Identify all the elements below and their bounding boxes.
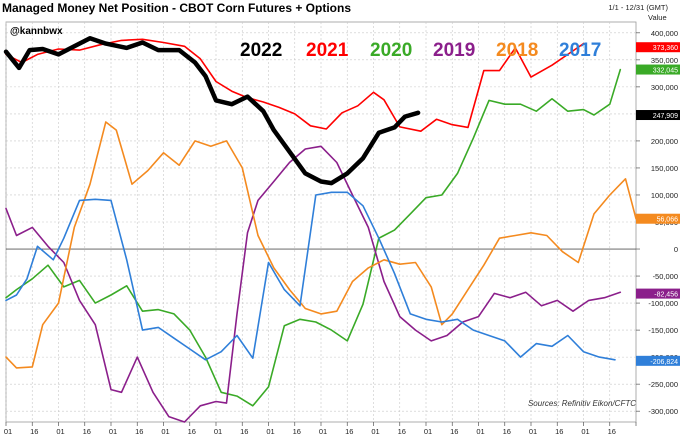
end-value-tags: 247,909 373,360 332,045 -82,456 56,066 -206,8… bbox=[636, 42, 680, 366]
series-lines bbox=[3, 35, 637, 423]
x-tick-label: 16 bbox=[30, 427, 38, 436]
x-tick-label: 01 bbox=[266, 427, 274, 436]
y-tick-label: -250,000 bbox=[648, 380, 678, 389]
value-axis-label: Value bbox=[648, 13, 667, 22]
x-tick-label: 16 bbox=[135, 427, 143, 436]
x-tick-label: 16 bbox=[503, 427, 511, 436]
y-tick-label: 400,000 bbox=[651, 29, 678, 38]
x-tick-label: 01 bbox=[319, 427, 327, 436]
end-tag-label-2019: -82,456 bbox=[654, 292, 678, 299]
x-tick-label: 01 bbox=[4, 427, 12, 436]
x-tick-label: 01 bbox=[476, 427, 484, 436]
series-line-2017 bbox=[5, 191, 616, 361]
end-tag-2022 bbox=[636, 110, 680, 121]
x-tick-label: 16 bbox=[83, 427, 91, 436]
end-tag-2019 bbox=[636, 288, 680, 299]
x-tick-label: 16 bbox=[293, 427, 301, 436]
end-tag-2018 bbox=[636, 213, 680, 224]
end-tag-label-2020: 332,045 bbox=[653, 68, 678, 75]
end-tag-label-2017: -206,824 bbox=[650, 359, 678, 366]
y-tick-label: 150,000 bbox=[651, 164, 678, 173]
source-note: Sources: Refinitiv Eikon/CFTC bbox=[528, 399, 636, 408]
series-line-2021 bbox=[5, 38, 585, 132]
legend-item-2020: 2020 bbox=[370, 40, 412, 61]
series-line-2022 bbox=[3, 35, 421, 186]
x-tick-label: 01 bbox=[214, 427, 222, 436]
y-tick-label: -150,000 bbox=[648, 326, 678, 335]
x-tick-label: 01 bbox=[56, 427, 64, 436]
end-tag-2017 bbox=[636, 355, 680, 366]
x-tick-label: 16 bbox=[188, 427, 196, 436]
x-tick-label: 01 bbox=[371, 427, 379, 436]
legend-item-2018: 2018 bbox=[496, 40, 538, 61]
x-tick-label: 16 bbox=[555, 427, 563, 436]
x-tick-label: 01 bbox=[581, 427, 589, 436]
legend-item-2017: 2017 bbox=[559, 40, 601, 61]
x-tick-label: 16 bbox=[345, 427, 353, 436]
y-tick-label: 100,000 bbox=[651, 191, 678, 200]
y-tick-label: 300,000 bbox=[651, 83, 678, 92]
legend-item-2019: 2019 bbox=[433, 40, 475, 61]
y-tick-label: -50,000 bbox=[653, 272, 678, 281]
x-tick-label: 16 bbox=[608, 427, 616, 436]
end-tag-label-2018: 56,066 bbox=[657, 217, 679, 224]
legend: 2022 2021 2020 2019 2018 2017 bbox=[240, 40, 601, 61]
y-tick-label: 0 bbox=[674, 245, 678, 254]
end-tag-2020 bbox=[636, 64, 680, 75]
x-tick-label: 16 bbox=[450, 427, 458, 436]
x-axis: 0116Jan0116Feb0116Mar0116Apr0116May0116J… bbox=[4, 422, 637, 436]
x-tick-label: 01 bbox=[529, 427, 537, 436]
x-tick-label: 01 bbox=[161, 427, 169, 436]
x-tick-label: 16 bbox=[398, 427, 406, 436]
x-tick-label: 01 bbox=[424, 427, 432, 436]
series-line-2020 bbox=[5, 68, 622, 407]
series-line-2018 bbox=[5, 121, 637, 369]
x-tick-label: 01 bbox=[109, 427, 117, 436]
x-tick-label: 16 bbox=[240, 427, 248, 436]
end-tag-label-2021: 373,360 bbox=[653, 45, 678, 52]
end-tag-2021 bbox=[636, 42, 680, 53]
date-range-label: 1/1 - 12/31 (GMT) bbox=[608, 3, 668, 12]
chart-title: Managed Money Net Position - CBOT Corn F… bbox=[2, 1, 351, 15]
y-tick-label: -300,000 bbox=[648, 407, 678, 416]
y-tick-label: 200,000 bbox=[651, 137, 678, 146]
legend-item-2021: 2021 bbox=[306, 40, 349, 61]
y-tick-label: -100,000 bbox=[648, 299, 678, 308]
legend-item-2022: 2022 bbox=[240, 40, 282, 61]
series-line-2019 bbox=[5, 145, 622, 423]
author-handle: @kannbwx bbox=[10, 26, 63, 37]
end-tag-label-2022: 247,909 bbox=[653, 113, 678, 120]
grid bbox=[5, 21, 637, 423]
y-tick-label: 350,000 bbox=[651, 56, 678, 65]
